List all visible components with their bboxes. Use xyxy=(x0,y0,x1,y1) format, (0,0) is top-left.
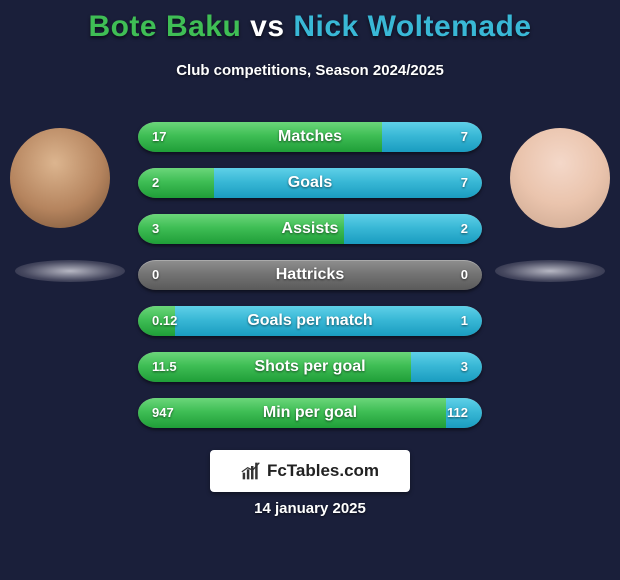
brand-box: FcTables.com xyxy=(210,450,410,492)
stat-row: 11.53Shots per goal xyxy=(138,352,482,382)
stat-row: 27Goals xyxy=(138,168,482,198)
stat-label: Matches xyxy=(138,122,482,152)
player-left-name: Bote Baku xyxy=(88,10,241,43)
avatar-shadow-left xyxy=(15,260,125,282)
player-left-avatar xyxy=(10,128,110,228)
stat-row: 0.121Goals per match xyxy=(138,306,482,336)
player-right-avatar xyxy=(510,128,610,228)
vs-text: vs xyxy=(250,10,284,43)
player-right-name: Nick Woltemade xyxy=(293,10,531,43)
comparison-infographic: Bote Baku vs Nick Woltemade Club competi… xyxy=(0,0,620,580)
date-text: 14 january 2025 xyxy=(0,500,620,517)
stats-panel: 177Matches 27Goals 32Assists 00Hattricks 0.1… xyxy=(138,122,482,444)
stat-row: 177Matches xyxy=(138,122,482,152)
brand-chart-icon xyxy=(241,461,261,481)
stat-label: Min per goal xyxy=(138,398,482,428)
brand-text: FcTables.com xyxy=(267,461,379,481)
stat-row: 00Hattricks xyxy=(138,260,482,290)
subtitle: Club competitions, Season 2024/2025 xyxy=(0,62,620,79)
stat-label: Goals per match xyxy=(138,306,482,336)
stat-label: Hattricks xyxy=(138,260,482,290)
stat-row: 947112Min per goal xyxy=(138,398,482,428)
stat-label: Assists xyxy=(138,214,482,244)
title: Bote Baku vs Nick Woltemade xyxy=(0,10,620,44)
stat-label: Shots per goal xyxy=(138,352,482,382)
stat-row: 32Assists xyxy=(138,214,482,244)
stat-label: Goals xyxy=(138,168,482,198)
avatar-shadow-right xyxy=(495,260,605,282)
